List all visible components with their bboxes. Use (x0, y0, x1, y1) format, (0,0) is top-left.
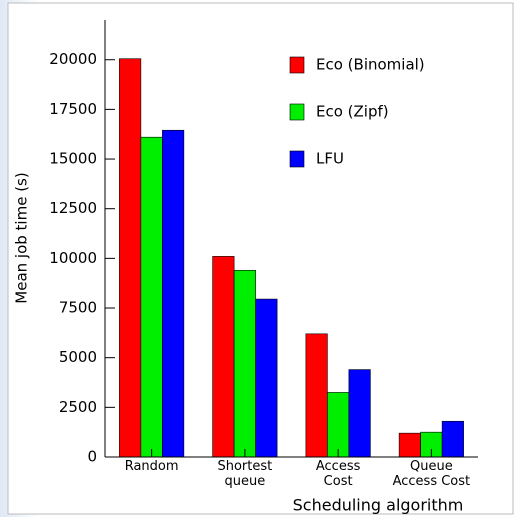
x-axis-label: Scheduling algorithm (293, 496, 464, 515)
legend-label: Eco (Zipf) (316, 103, 389, 121)
y-tick-label: 20000 (49, 50, 97, 68)
y-tick-label: 0 (87, 448, 97, 466)
y-tick-label: 12500 (49, 199, 97, 217)
x-tick-label: Random (124, 459, 179, 474)
bar (327, 392, 350, 458)
legend-label: LFU (316, 150, 344, 168)
y-tick-label: 10000 (49, 249, 97, 267)
x-tick-label: Access Cost (315, 459, 361, 489)
x-tick-label: Queue Access Cost (392, 459, 471, 489)
legend-swatch (289, 150, 305, 168)
bar (255, 298, 278, 458)
bar (162, 129, 185, 458)
x-tick-label: Shortest queue (217, 459, 273, 489)
y-tick-label: 5000 (59, 348, 97, 366)
bar (348, 369, 371, 458)
y-tick-label: 2500 (59, 398, 97, 416)
y-axis-label: Mean job time (s) (13, 172, 31, 303)
bar (140, 136, 163, 458)
legend-swatch (289, 103, 305, 121)
bar (233, 269, 256, 458)
bar (305, 333, 328, 458)
bar (212, 256, 235, 458)
bar (119, 58, 142, 458)
legend-label: Eco (Binomial) (316, 56, 425, 74)
bar (398, 432, 421, 458)
y-tick-label: 15000 (49, 150, 97, 168)
bar (441, 420, 464, 458)
legend-swatch (289, 56, 305, 74)
y-tick-label: 17500 (49, 100, 97, 118)
y-tick-label: 7500 (59, 299, 97, 317)
